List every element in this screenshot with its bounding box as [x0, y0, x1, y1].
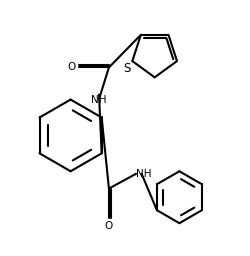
Text: S: S — [124, 62, 131, 75]
Text: NH: NH — [91, 95, 107, 105]
Text: O: O — [67, 62, 76, 72]
Text: O: O — [105, 221, 113, 231]
Text: NH: NH — [136, 169, 152, 179]
